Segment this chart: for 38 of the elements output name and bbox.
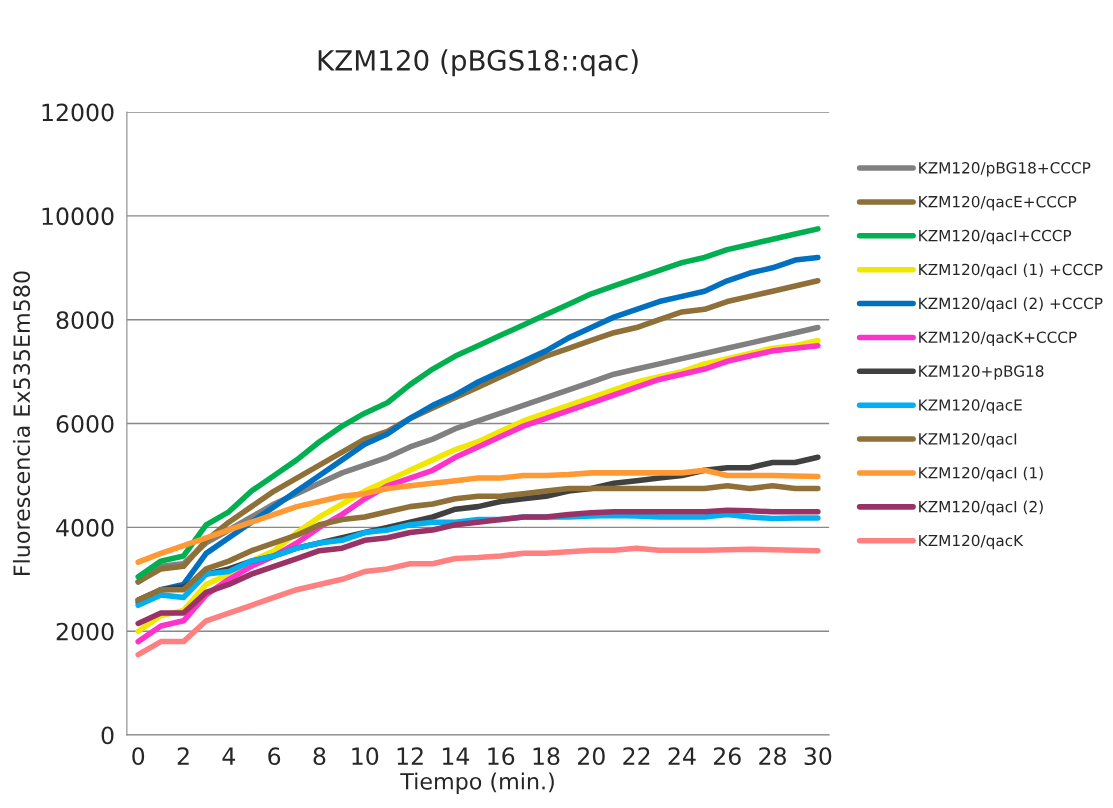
legend-label: KZM120+pBG18: [919, 365, 1044, 380]
x-tick-label: 8: [313, 747, 326, 766]
legend-label: KZM120/qacI (2): [919, 500, 1043, 516]
legend-label: KZM120/qacK: [919, 534, 1024, 550]
y-tick-label: 4000: [56, 518, 114, 537]
x-tick-label: 22: [623, 747, 650, 765]
y-axis-title: Fluorescencia Ex535Em580: [12, 271, 31, 576]
x-tick-label: 6: [268, 747, 281, 766]
y-tick-label: 12000: [42, 103, 114, 122]
x-tick-label: 4: [222, 747, 236, 765]
x-tick-label: 12: [397, 747, 423, 765]
x-tick-label: 18: [533, 747, 560, 766]
x-tick-label: 28: [759, 747, 786, 766]
y-tick-label: 6000: [56, 415, 114, 433]
legend-label: KZM120/qacE+CCCP: [919, 195, 1077, 211]
legend-label: KZM120/pBG18+CCCP: [919, 162, 1091, 177]
legend-label: KZM120/qacK+CCCP: [919, 331, 1077, 346]
x-tick-label: 10: [352, 747, 379, 766]
legend-label: KZM120/qacI: [919, 433, 1017, 448]
x-tick-label: 2: [177, 747, 189, 765]
x-tick-label: 0: [132, 747, 145, 766]
y-tick-label: 2000: [56, 622, 114, 641]
x-tick-label: 30: [804, 747, 832, 766]
legend-label: KZM120/qacI (1): [919, 466, 1043, 482]
x-tick-label: 24: [668, 747, 696, 765]
y-tick-label: 0: [101, 726, 114, 745]
legend-label: KZM120/qacI (2) +CCCP: [919, 297, 1103, 313]
legend-label: KZM120/qacI+CCCP: [919, 229, 1072, 245]
y-tick-label: 8000: [56, 311, 114, 330]
x-tick-label: 16: [488, 747, 515, 766]
y-tick-label: 10000: [42, 207, 114, 226]
x-tick-label: 26: [713, 747, 741, 766]
chart-title: KZM120 (pBGS18::qac): [318, 49, 638, 77]
x-tick-label: 14: [442, 747, 470, 765]
x-axis-title: Tiempo (min.): [400, 772, 554, 794]
x-tick-label: 20: [578, 747, 605, 766]
legend-label: KZM120/qacE: [919, 399, 1022, 414]
legend-label: KZM120/qacI (1) +CCCP: [919, 263, 1103, 279]
